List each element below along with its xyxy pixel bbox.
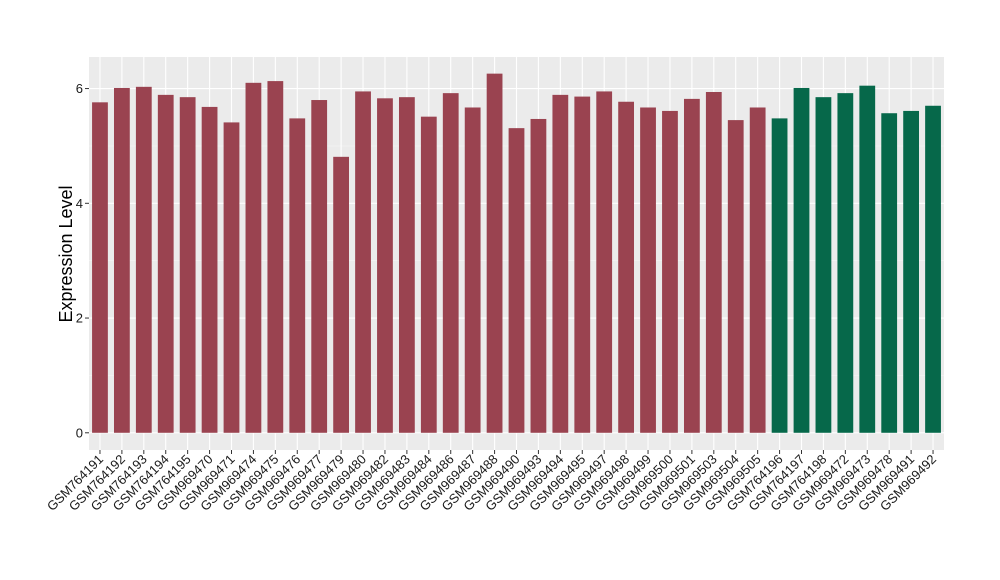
- bar: [223, 122, 240, 433]
- bar: [464, 107, 481, 433]
- bar: [727, 120, 744, 433]
- bar: [179, 97, 196, 433]
- bar: [201, 106, 218, 433]
- bar: [859, 85, 876, 433]
- y-tick-label: 4: [76, 196, 83, 211]
- bar: [398, 97, 415, 433]
- y-tick-label: 0: [76, 425, 83, 440]
- bar: [574, 96, 591, 433]
- x-axis: GSM764191GSM764192GSM764193GSM764194GSM7…: [44, 450, 939, 514]
- bar: [267, 81, 284, 433]
- y-axis-title: Expression Level: [56, 185, 76, 322]
- bar: [793, 87, 810, 433]
- y-tick-label: 2: [76, 311, 83, 326]
- bar: [662, 110, 678, 433]
- bar: [925, 105, 941, 433]
- bar: [289, 118, 306, 433]
- bar: [705, 91, 722, 433]
- bar: [92, 102, 108, 433]
- bar: [311, 100, 328, 433]
- bar: [486, 73, 503, 433]
- bar: [355, 91, 371, 433]
- bar: [903, 110, 920, 433]
- bar: [442, 93, 459, 433]
- bars: [92, 73, 941, 433]
- bar: [552, 94, 569, 433]
- bar: [749, 107, 766, 433]
- bar: [837, 93, 854, 433]
- bar: [420, 116, 437, 433]
- bar: [245, 82, 262, 433]
- bar: [530, 118, 547, 433]
- bar: [377, 98, 393, 433]
- bar: [157, 94, 174, 433]
- bar: [135, 86, 152, 433]
- bar: [618, 101, 635, 433]
- bar: [508, 128, 525, 433]
- bar: [881, 113, 898, 433]
- bar: [640, 107, 656, 433]
- bar: [815, 97, 832, 433]
- bar: [596, 91, 613, 433]
- bar: [683, 98, 700, 433]
- y-axis: 0 2 4 6: [76, 81, 89, 440]
- y-tick-label: 6: [76, 81, 83, 96]
- bar: [771, 118, 788, 433]
- bar: [333, 156, 350, 433]
- bar: [113, 87, 130, 433]
